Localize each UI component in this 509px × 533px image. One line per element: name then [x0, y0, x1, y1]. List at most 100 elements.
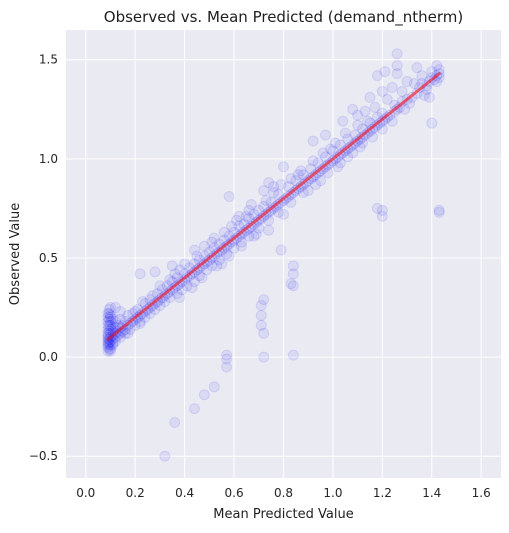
scatter-point — [243, 204, 255, 216]
scatter-point — [305, 163, 317, 175]
scatter-point — [104, 309, 116, 321]
scatter-point — [273, 206, 285, 218]
scatter-point — [433, 204, 445, 216]
scatter-point — [302, 185, 314, 197]
scatter-point — [154, 300, 166, 312]
scatter-point — [263, 177, 275, 189]
scatter-point — [208, 381, 220, 393]
scatter-point — [102, 323, 114, 335]
data-points — [102, 48, 445, 462]
y-tick-label: −0.5 — [29, 449, 58, 463]
scatter-point — [258, 294, 270, 306]
scatter-point — [169, 416, 181, 428]
scatter-point — [134, 315, 146, 327]
scatter-point — [258, 327, 270, 339]
scatter-point — [297, 169, 309, 181]
scatter-point — [174, 292, 186, 304]
scatter-point — [221, 248, 233, 260]
scatter-point — [258, 185, 270, 197]
scatter-point — [381, 93, 393, 105]
scatter-point — [376, 210, 388, 222]
scatter-point — [201, 264, 213, 276]
scatter-point — [174, 264, 186, 276]
x-axis-label: Mean Predicted Value — [213, 507, 353, 522]
scatter-point — [426, 66, 438, 78]
scatter-point — [310, 179, 322, 191]
scatter-point — [334, 157, 346, 169]
scatter-point — [102, 315, 114, 327]
chart-title: Observed vs. Mean Predicted (demand_nthe… — [104, 8, 463, 27]
scatter-point — [243, 212, 255, 224]
scatter-point — [287, 349, 299, 361]
scatter-point — [250, 228, 262, 240]
scatter-point — [320, 129, 332, 141]
scatter-point — [129, 319, 141, 331]
y-tick-label: 1.0 — [39, 152, 58, 166]
scatter-point — [189, 244, 201, 256]
scatter-point — [329, 137, 341, 149]
scatter-point — [196, 272, 208, 284]
scatter-point — [287, 280, 299, 292]
scatter-point — [364, 91, 376, 103]
x-tick-label: 0.2 — [126, 486, 145, 500]
scatter-point — [103, 343, 115, 355]
scatter-point — [104, 345, 116, 357]
scatter-point — [104, 315, 116, 327]
scatter-point — [103, 304, 115, 316]
scatter-point — [228, 242, 240, 254]
scatter-point — [124, 323, 136, 335]
scatter-point — [223, 191, 235, 203]
x-tick-label: 0.8 — [274, 486, 293, 500]
scatter-point — [233, 220, 245, 232]
scatter-point — [107, 337, 119, 349]
scatter-point — [164, 292, 176, 304]
scatter-point — [103, 313, 115, 325]
scatter-point — [399, 103, 411, 115]
scatter-point — [255, 319, 267, 331]
scatter-point — [139, 311, 151, 323]
scatter-point — [273, 189, 285, 201]
scatter-point — [287, 260, 299, 272]
scatter-point — [122, 309, 134, 321]
scatter-point — [169, 268, 181, 280]
scatter-point — [243, 230, 255, 242]
scatter-point — [320, 151, 332, 163]
y-axis-label: Observed Value — [8, 203, 23, 305]
scatter-point — [104, 302, 116, 314]
scatter-point — [347, 147, 359, 159]
scatter-point — [426, 117, 438, 129]
scatter-point — [104, 323, 116, 335]
scatter-point — [268, 187, 280, 199]
scatter-point — [171, 288, 183, 300]
scatter-point — [107, 321, 119, 333]
scatter-point — [107, 339, 119, 351]
scatter-point — [307, 155, 319, 167]
x-tick-label: 0.4 — [175, 486, 194, 500]
scatter-point — [159, 296, 171, 308]
scatter-point — [122, 327, 134, 339]
y-tick-label: 1.5 — [39, 53, 58, 67]
scatter-point — [231, 214, 243, 226]
scatter-point — [285, 173, 297, 185]
scatter-point — [255, 309, 267, 321]
scatter-point — [354, 141, 366, 153]
scatter-point — [216, 258, 228, 270]
scatter-point — [352, 119, 364, 131]
scatter-point — [278, 161, 289, 173]
scatter-point — [107, 313, 119, 325]
scatter-point — [371, 202, 383, 214]
scatter-point — [307, 135, 319, 147]
scatter-point — [253, 204, 265, 216]
scatter-point — [134, 268, 146, 280]
scatter-point — [258, 200, 270, 212]
scatter-point — [109, 315, 121, 327]
scatter-point — [104, 339, 116, 351]
scatter-point — [181, 280, 193, 292]
scatter-point — [166, 260, 178, 272]
x-tick-label: 1.4 — [422, 486, 441, 500]
scatter-point — [104, 343, 116, 355]
scatter-point — [391, 48, 403, 60]
scatter-point — [206, 260, 218, 272]
x-tick-label: 1.2 — [373, 486, 392, 500]
scatter-point — [102, 311, 114, 323]
